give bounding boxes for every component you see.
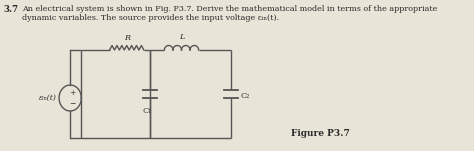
Text: dynamic variables. The source provides the input voltage εᵢₙ(t).: dynamic variables. The source provides t… (22, 14, 279, 22)
Text: −: − (69, 100, 75, 108)
Text: R: R (124, 34, 130, 42)
Text: L: L (179, 33, 184, 41)
Text: 3.7: 3.7 (3, 5, 18, 14)
Text: C₂: C₂ (241, 92, 250, 100)
Text: +: + (69, 89, 75, 97)
Text: An electrical system is shown in Fig. P3.7. Derive the mathematical model in ter: An electrical system is shown in Fig. P3… (22, 5, 438, 13)
Text: εᵢₙ(t): εᵢₙ(t) (39, 94, 56, 102)
Text: Figure P3.7: Figure P3.7 (291, 129, 350, 138)
Text: C₁: C₁ (143, 107, 152, 115)
